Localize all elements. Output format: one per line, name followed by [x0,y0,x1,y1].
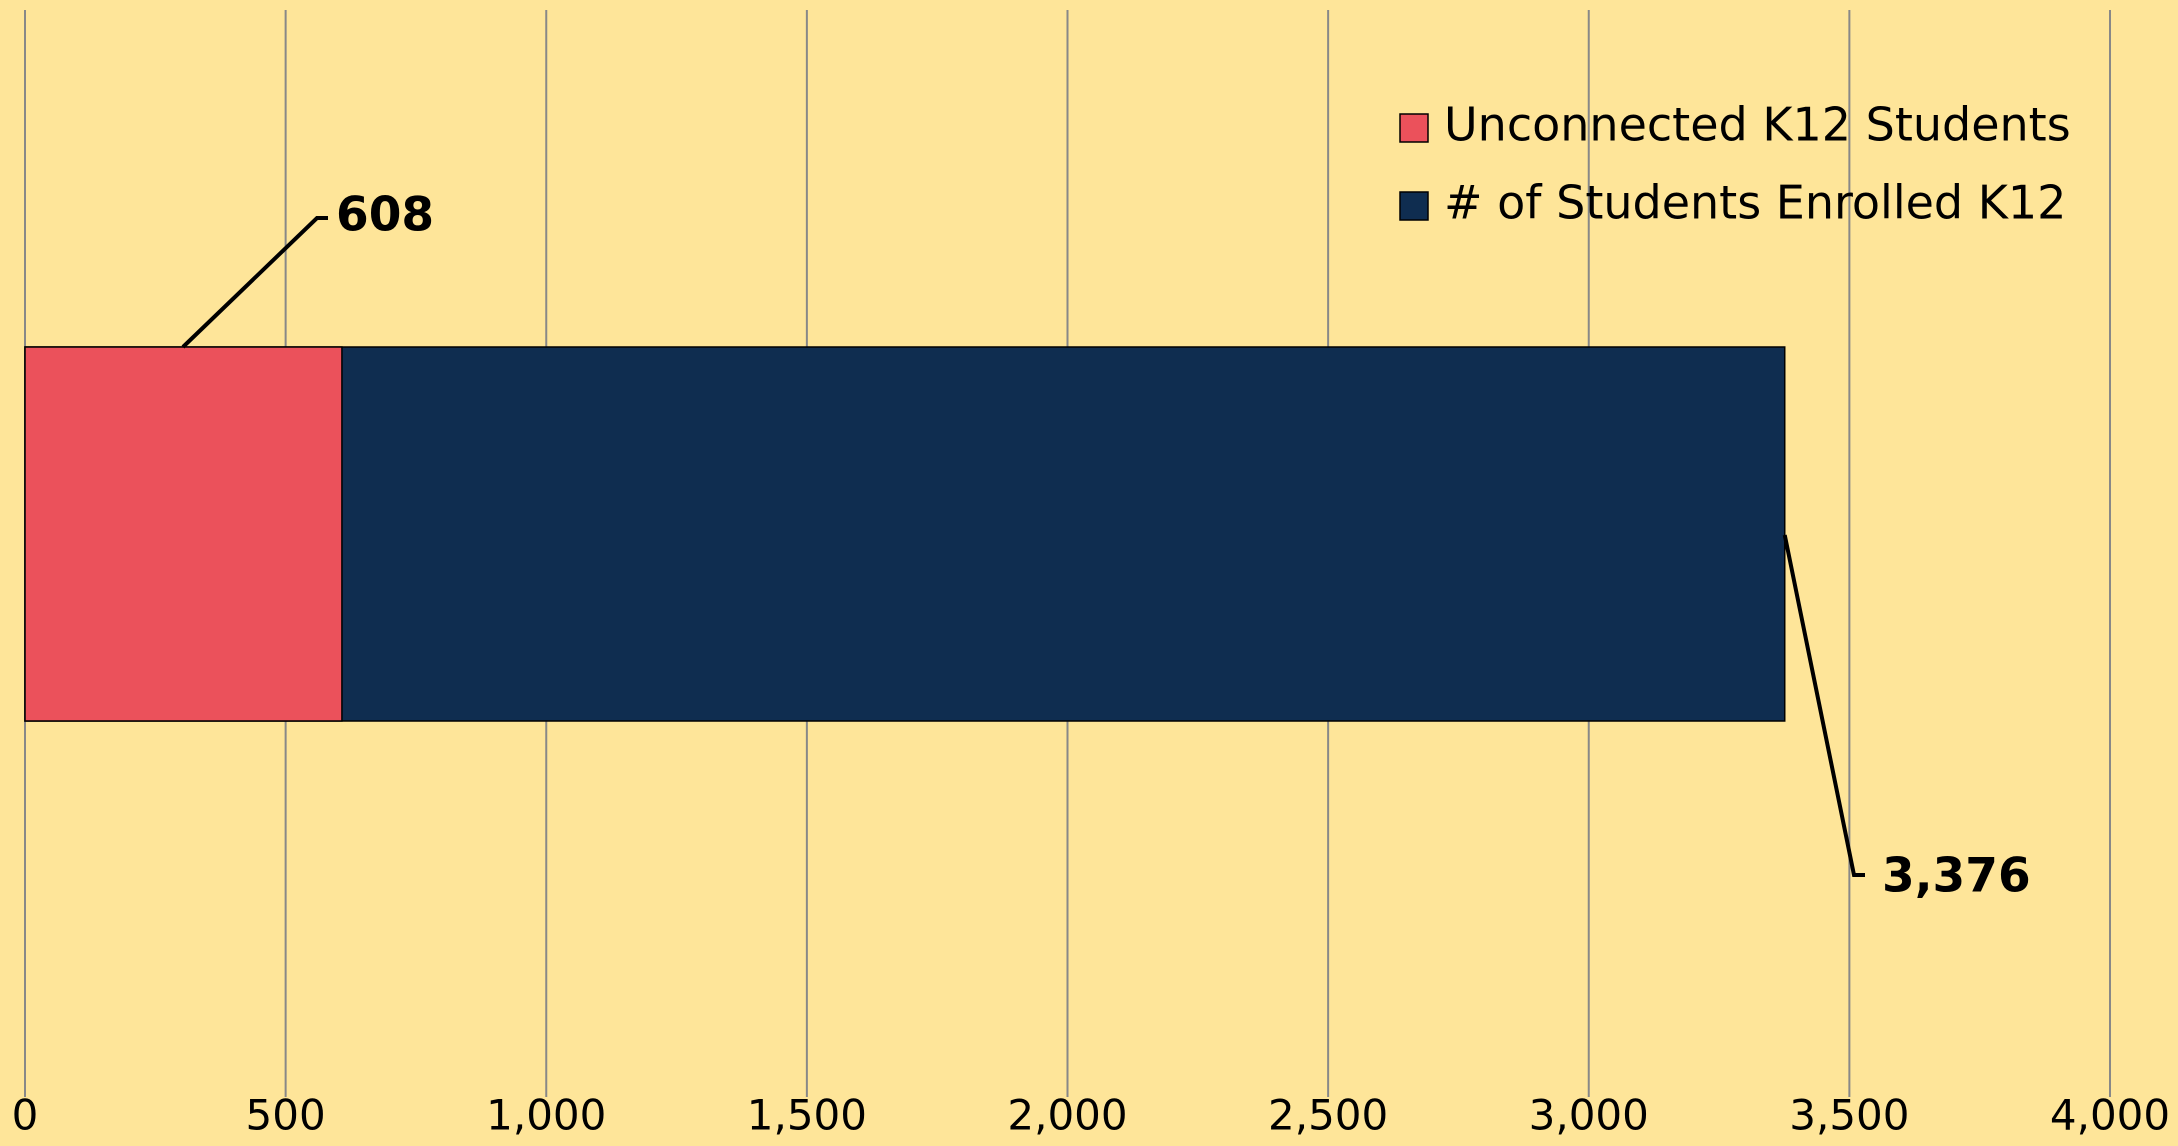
legend-swatch [1399,113,1429,143]
legend-label: # of Students Enrolled K12 [1444,176,2066,230]
data-label: 608 [336,188,434,243]
x-tick-label: 500 [246,1091,326,1140]
leader-line [1782,534,1865,877]
x-tick-label: 4,000 [2050,1091,2170,1140]
leader-line [181,216,328,349]
x-tick-label: 3,500 [1789,1091,1909,1140]
data-label: 3,376 [1882,849,2031,904]
bar [24,346,343,722]
x-tick-label: 2,500 [1268,1091,1388,1140]
x-tick-label: 3,000 [1529,1091,1649,1140]
x-tick-label: 0 [12,1091,39,1140]
legend-swatch [1399,191,1429,221]
x-tick-label: 2,000 [1007,1091,1127,1140]
legend-label: Unconnected K12 Students [1444,98,2071,152]
x-tick-label: 1,500 [747,1091,867,1140]
x-tick-label: 1,000 [486,1091,606,1140]
